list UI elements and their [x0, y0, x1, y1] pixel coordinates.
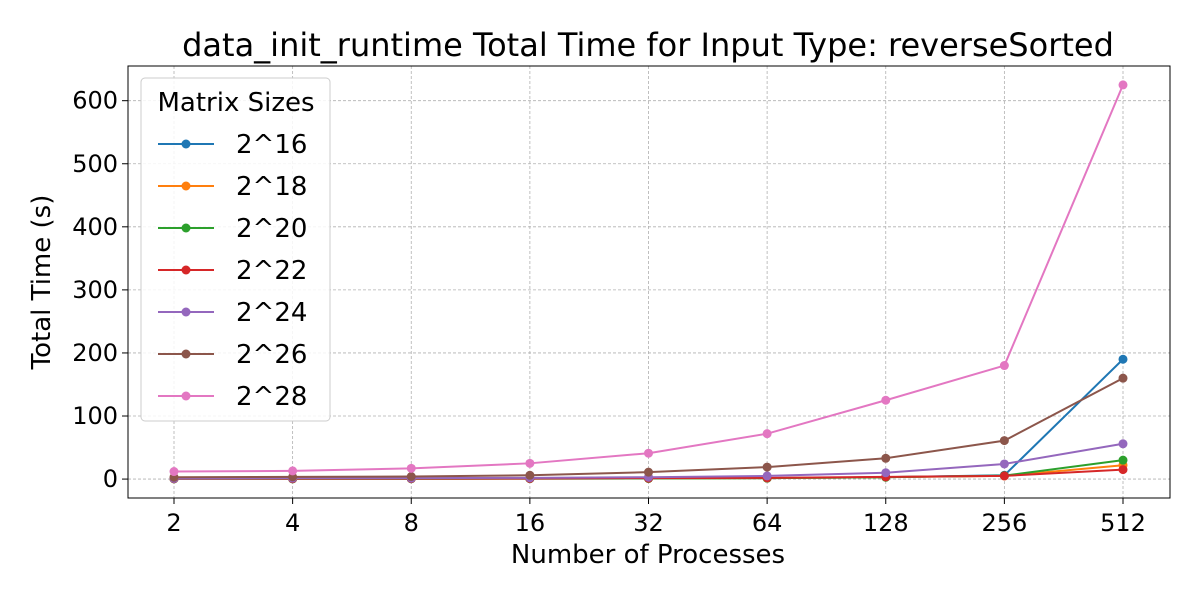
x-tick-label: 32 [633, 509, 664, 537]
data-point-2-26 [525, 470, 535, 480]
data-point-2-28 [288, 466, 298, 476]
y-tick-label: 200 [72, 339, 118, 367]
y-tick-label: 100 [72, 402, 118, 430]
x-tick-label: 4 [285, 509, 300, 537]
legend-label-2-28: 2^28 [236, 382, 307, 412]
data-point-2-28 [169, 467, 179, 477]
x-tick-label: 512 [1100, 509, 1146, 537]
legend-label-2-18: 2^18 [236, 172, 307, 202]
x-tick-label: 2 [166, 509, 181, 537]
legend-marker-2-16 [181, 139, 191, 149]
y-tick-label: 300 [72, 276, 118, 304]
data-point-2-26 [762, 462, 772, 472]
data-point-2-28 [762, 429, 772, 439]
data-point-2-16 [1118, 354, 1128, 364]
data-point-2-28 [644, 448, 653, 458]
chart-title: data_init_runtime Total Time for Input T… [182, 26, 1114, 64]
legend-marker-2-26 [181, 349, 191, 359]
x-tick-label: 8 [404, 509, 419, 537]
legend-label-2-20: 2^20 [236, 214, 307, 244]
data-point-2-28 [999, 361, 1009, 371]
data-point-2-22 [1118, 465, 1128, 475]
x-tick-label: 16 [515, 509, 546, 537]
y-axis-title: Total Time (s) [27, 195, 57, 371]
data-point-2-28 [881, 395, 891, 405]
y-tick-label: 0 [103, 465, 118, 493]
legend-title: Matrix Sizes [157, 88, 314, 118]
x-axis: 2 4 8 16 32 64 128 256 512 [166, 498, 1146, 537]
legend: Matrix Sizes 2^16 2^18 2^20 2^22 2^24 2^26 2^2… [140, 77, 331, 422]
data-point-2-26 [644, 467, 653, 477]
data-point-2-26 [1118, 373, 1128, 383]
x-tick-label: 256 [981, 509, 1027, 537]
legend-marker-2-18 [181, 181, 191, 191]
data-point-2-26 [881, 453, 891, 463]
legend-marker-2-20 [181, 223, 191, 233]
legend-box [140, 77, 331, 422]
data-point-2-24 [999, 459, 1009, 469]
y-axis: 0 100 200 300 400 500 600 [72, 87, 128, 493]
data-point-2-26 [406, 472, 416, 482]
legend-marker-2-28 [181, 391, 191, 401]
data-point-2-26 [999, 436, 1009, 446]
data-point-2-22 [999, 471, 1009, 481]
data-point-2-24 [881, 468, 891, 478]
legend-label-2-24: 2^24 [236, 298, 307, 328]
y-tick-label: 500 [72, 150, 118, 178]
y-tick-label: 600 [72, 87, 118, 115]
data-point-2-28 [525, 458, 535, 468]
x-tick-label: 128 [863, 509, 909, 537]
x-axis-title: Number of Processes [511, 540, 785, 570]
legend-label-2-26: 2^26 [236, 340, 307, 370]
data-point-2-24 [762, 471, 772, 481]
y-tick-label: 400 [72, 213, 118, 241]
series-layer [169, 80, 1128, 484]
legend-marker-2-22 [181, 265, 191, 275]
data-point-2-24 [1118, 439, 1128, 449]
data-point-2-28 [1118, 80, 1128, 90]
data-point-2-28 [406, 463, 416, 473]
legend-label-2-22: 2^22 [236, 256, 307, 286]
x-tick-label: 64 [752, 509, 783, 537]
data-point-2-20 [1118, 455, 1128, 465]
legend-marker-2-24 [181, 307, 191, 317]
legend-label-2-16: 2^16 [236, 130, 307, 160]
